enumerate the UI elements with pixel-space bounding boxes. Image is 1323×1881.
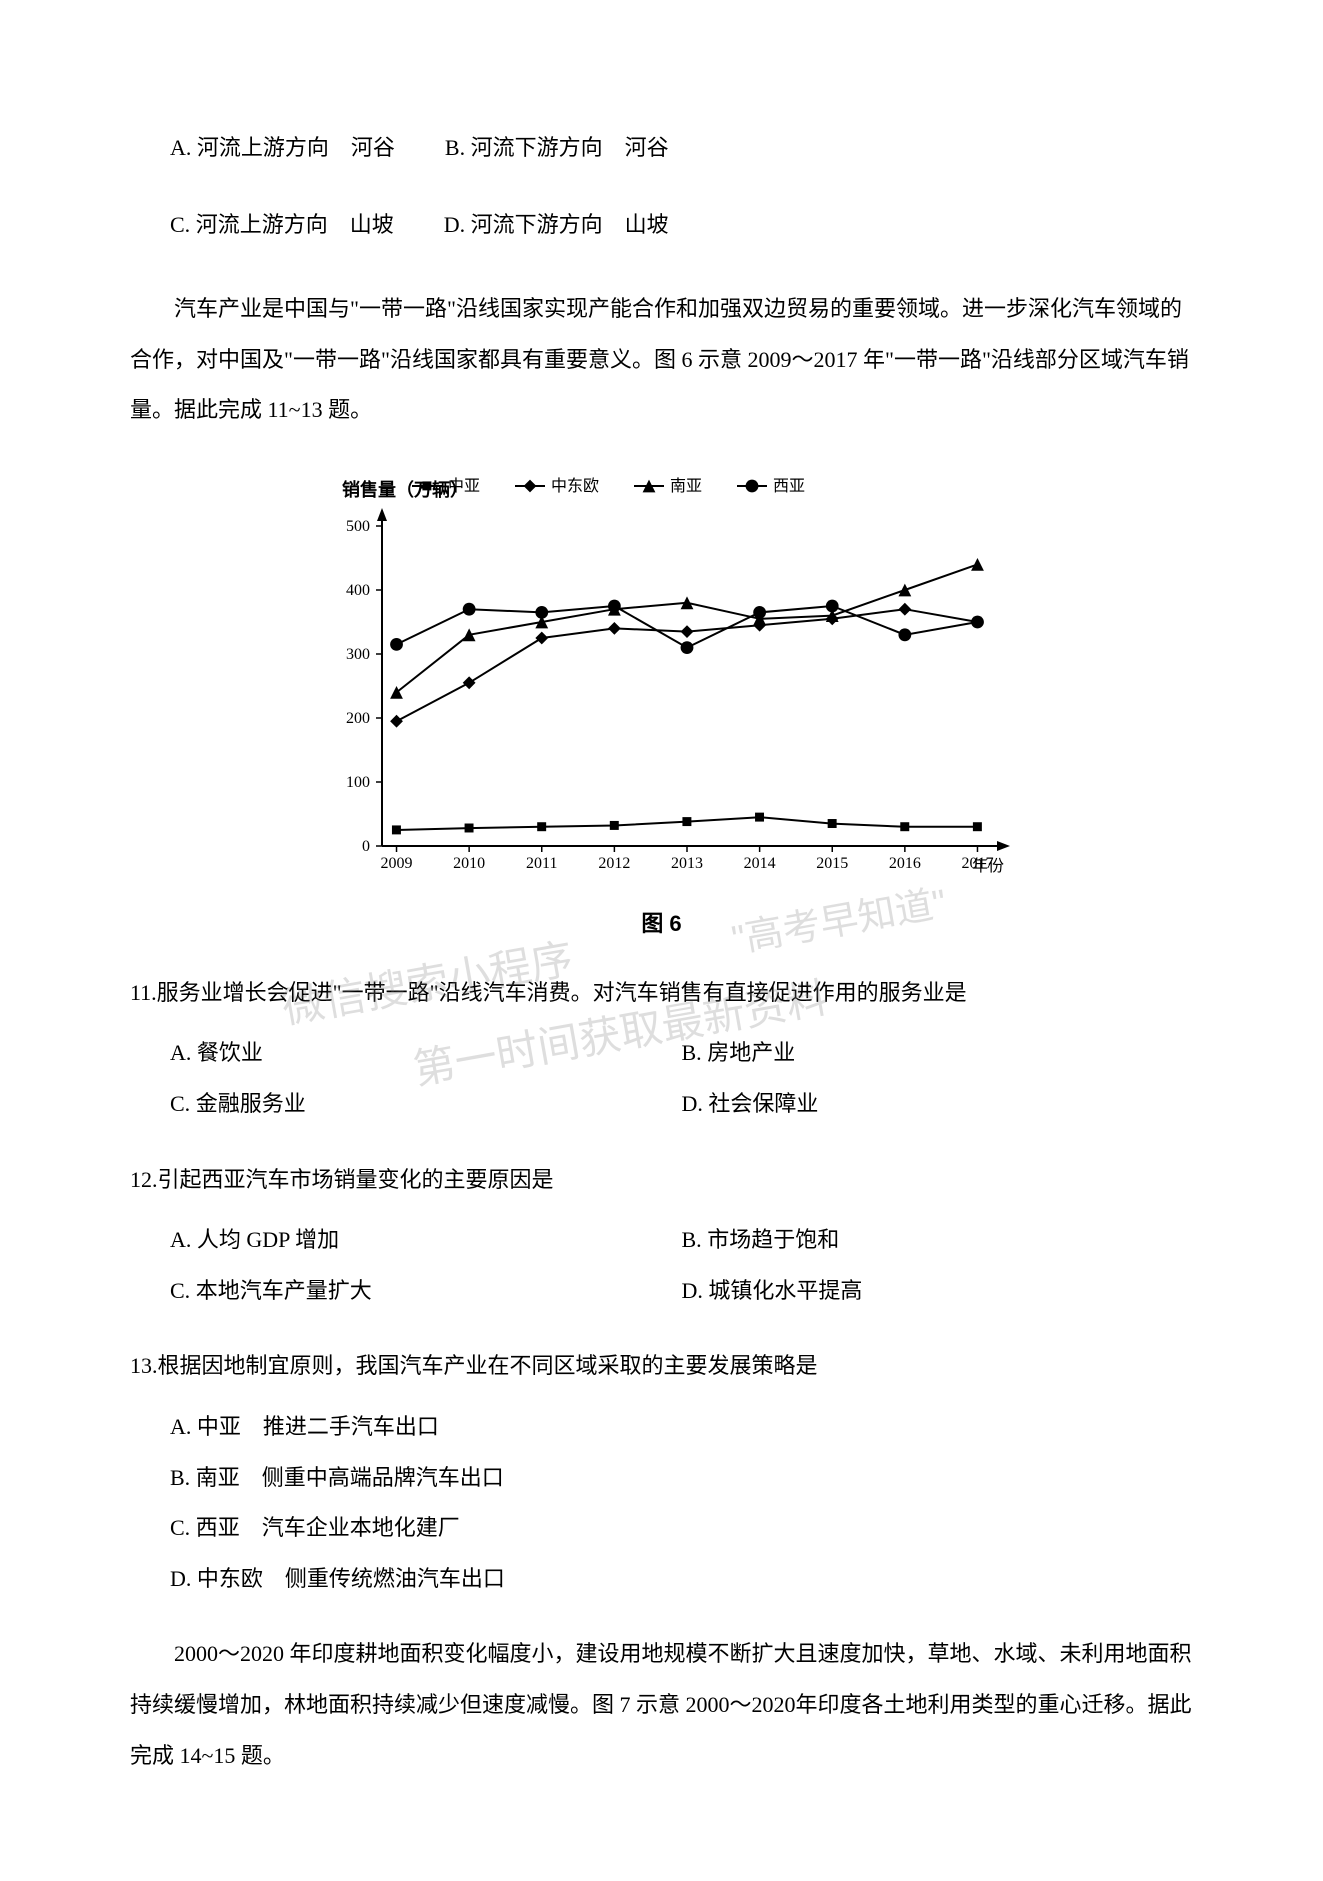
q12-opt-c: C. 本地汽车产量扩大 [170,1266,682,1317]
option-label: D. [444,212,465,237]
opt-text: 中亚 推进二手汽车出口 [197,1414,439,1439]
svg-text:中亚: 中亚 [448,477,480,495]
svg-text:2014: 2014 [743,855,775,872]
svg-text:0: 0 [362,838,370,855]
opt-label: B. [682,1227,702,1252]
option-a: A. 河流上游方向 河谷 [170,130,395,162]
svg-text:200: 200 [346,710,370,727]
question-12-stem: 12.引起西亚汽车市场销量变化的主要原因是 [130,1155,1193,1206]
opt-label: A. [170,1414,191,1439]
bottom-paragraph: 2000～2020 年印度耕地面积变化幅度小，建设用地规模不断扩大且速度加快，草… [130,1629,1193,1781]
svg-text:500: 500 [346,518,370,535]
q13-opt-d: D. 中东欧 侧重传统燃油汽车出口 [170,1554,1193,1605]
option-text: 河流下游方向 山坡 [471,212,669,237]
svg-text:2013: 2013 [671,855,703,872]
q12-opt-b: B. 市场趋于饱和 [682,1215,1194,1266]
q13-opt-b: B. 南亚 侧重中高端品牌汽车出口 [170,1453,1193,1504]
chart-caption: 图 6 [130,906,1193,938]
opt-label: D. [170,1566,191,1591]
opt-text: 本地汽车产量扩大 [196,1278,372,1303]
option-text: 河流下游方向 河谷 [471,135,669,160]
option-label: C. [170,212,190,237]
svg-text:2015: 2015 [816,855,848,872]
svg-text:2016: 2016 [888,855,920,872]
svg-text:100: 100 [346,774,370,791]
opt-text: 城镇化水平提高 [708,1278,862,1303]
opt-text: 中东欧 侧重传统燃油汽车出口 [197,1566,505,1591]
q13-opt-a: A. 中亚 推进二手汽车出口 [170,1402,1193,1453]
opt-text: 金融服务业 [196,1091,306,1116]
svg-text:中东欧: 中东欧 [551,477,599,495]
q11-opt-b: B. 房地产业 [682,1028,1194,1079]
opt-label: A. [170,1227,191,1252]
opt-label: C. [170,1515,190,1540]
intro-paragraph: 汽车产业是中国与"一带一路"沿线国家实现产能合作和加强双边贸易的重要领域。进一步… [130,284,1193,436]
q11-opt-a: A. 餐饮业 [170,1028,682,1079]
opt-text: 南亚 侧重中高端品牌汽车出口 [196,1465,504,1490]
question-13-stem: 13.根据因地制宜原则，我国汽车产业在不同区域采取的主要发展策略是 [130,1341,1193,1392]
option-text: 河流上游方向 河谷 [197,135,395,160]
svg-text:西亚: 西亚 [773,478,805,495]
opt-label: B. [682,1040,702,1065]
question-11-options: A. 餐饮业 B. 房地产业 C. 金融服务业 D. 社会保障业 [130,1028,1193,1129]
q11-opt-c: C. 金融服务业 [170,1079,682,1130]
opt-label: D. [682,1091,703,1116]
top-options-row-2: C. 河流上游方向 山坡 D. 河流下游方向 山坡 [130,207,1193,239]
svg-text:2017: 2017 [961,855,993,872]
svg-text:2010: 2010 [453,855,485,872]
svg-text:300: 300 [346,646,370,663]
question-13-options: A. 中亚 推进二手汽车出口 B. 南亚 侧重中高端品牌汽车出口 C. 西亚 汽… [130,1402,1193,1604]
opt-label: C. [170,1091,190,1116]
option-label: A. [170,135,191,160]
opt-text: 餐饮业 [197,1040,263,1065]
svg-text:2012: 2012 [598,855,630,872]
q12-opt-a: A. 人均 GDP 增加 [170,1215,682,1266]
q11-opt-d: D. 社会保障业 [682,1079,1194,1130]
svg-text:2011: 2011 [526,855,557,872]
opt-text: 社会保障业 [708,1091,818,1116]
option-b: B. 河流下游方向 河谷 [445,130,669,162]
question-11-stem: 11.服务业增长会促进"一带一路"沿线汽车消费。对汽车销售有直接促进作用的服务业… [130,968,1193,1019]
svg-text:400: 400 [346,582,370,599]
opt-label: D. [682,1278,703,1303]
option-label: B. [445,135,465,160]
page-content: "高考早知道" 微信搜索小程序 第一时间获取最新资料 A. 河流上游方向 河谷 … [130,130,1193,1781]
opt-label: B. [170,1465,190,1490]
q12-opt-d: D. 城镇化水平提高 [682,1266,1194,1317]
option-d: D. 河流下游方向 山坡 [444,207,669,239]
q13-opt-c: C. 西亚 汽车企业本地化建厂 [170,1503,1193,1554]
opt-text: 人均 GDP 增加 [197,1227,339,1252]
top-options-row-1: A. 河流上游方向 河谷 B. 河流下游方向 河谷 [130,130,1193,162]
line-chart: 销售量（万辆）年份0100200300400500200920102011201… [302,456,1022,896]
opt-label: C. [170,1278,190,1303]
chart-svg: 销售量（万辆）年份0100200300400500200920102011201… [302,456,1022,896]
opt-label: A. [170,1040,191,1065]
opt-text: 西亚 汽车企业本地化建厂 [196,1515,460,1540]
option-text: 河流上游方向 山坡 [196,212,394,237]
svg-text:2009: 2009 [380,855,412,872]
question-12-options: A. 人均 GDP 增加 B. 市场趋于饱和 C. 本地汽车产量扩大 D. 城镇… [130,1215,1193,1316]
svg-text:南亚: 南亚 [670,477,702,495]
opt-text: 市场趋于饱和 [707,1227,839,1252]
opt-text: 房地产业 [707,1040,795,1065]
option-c: C. 河流上游方向 山坡 [170,207,394,239]
